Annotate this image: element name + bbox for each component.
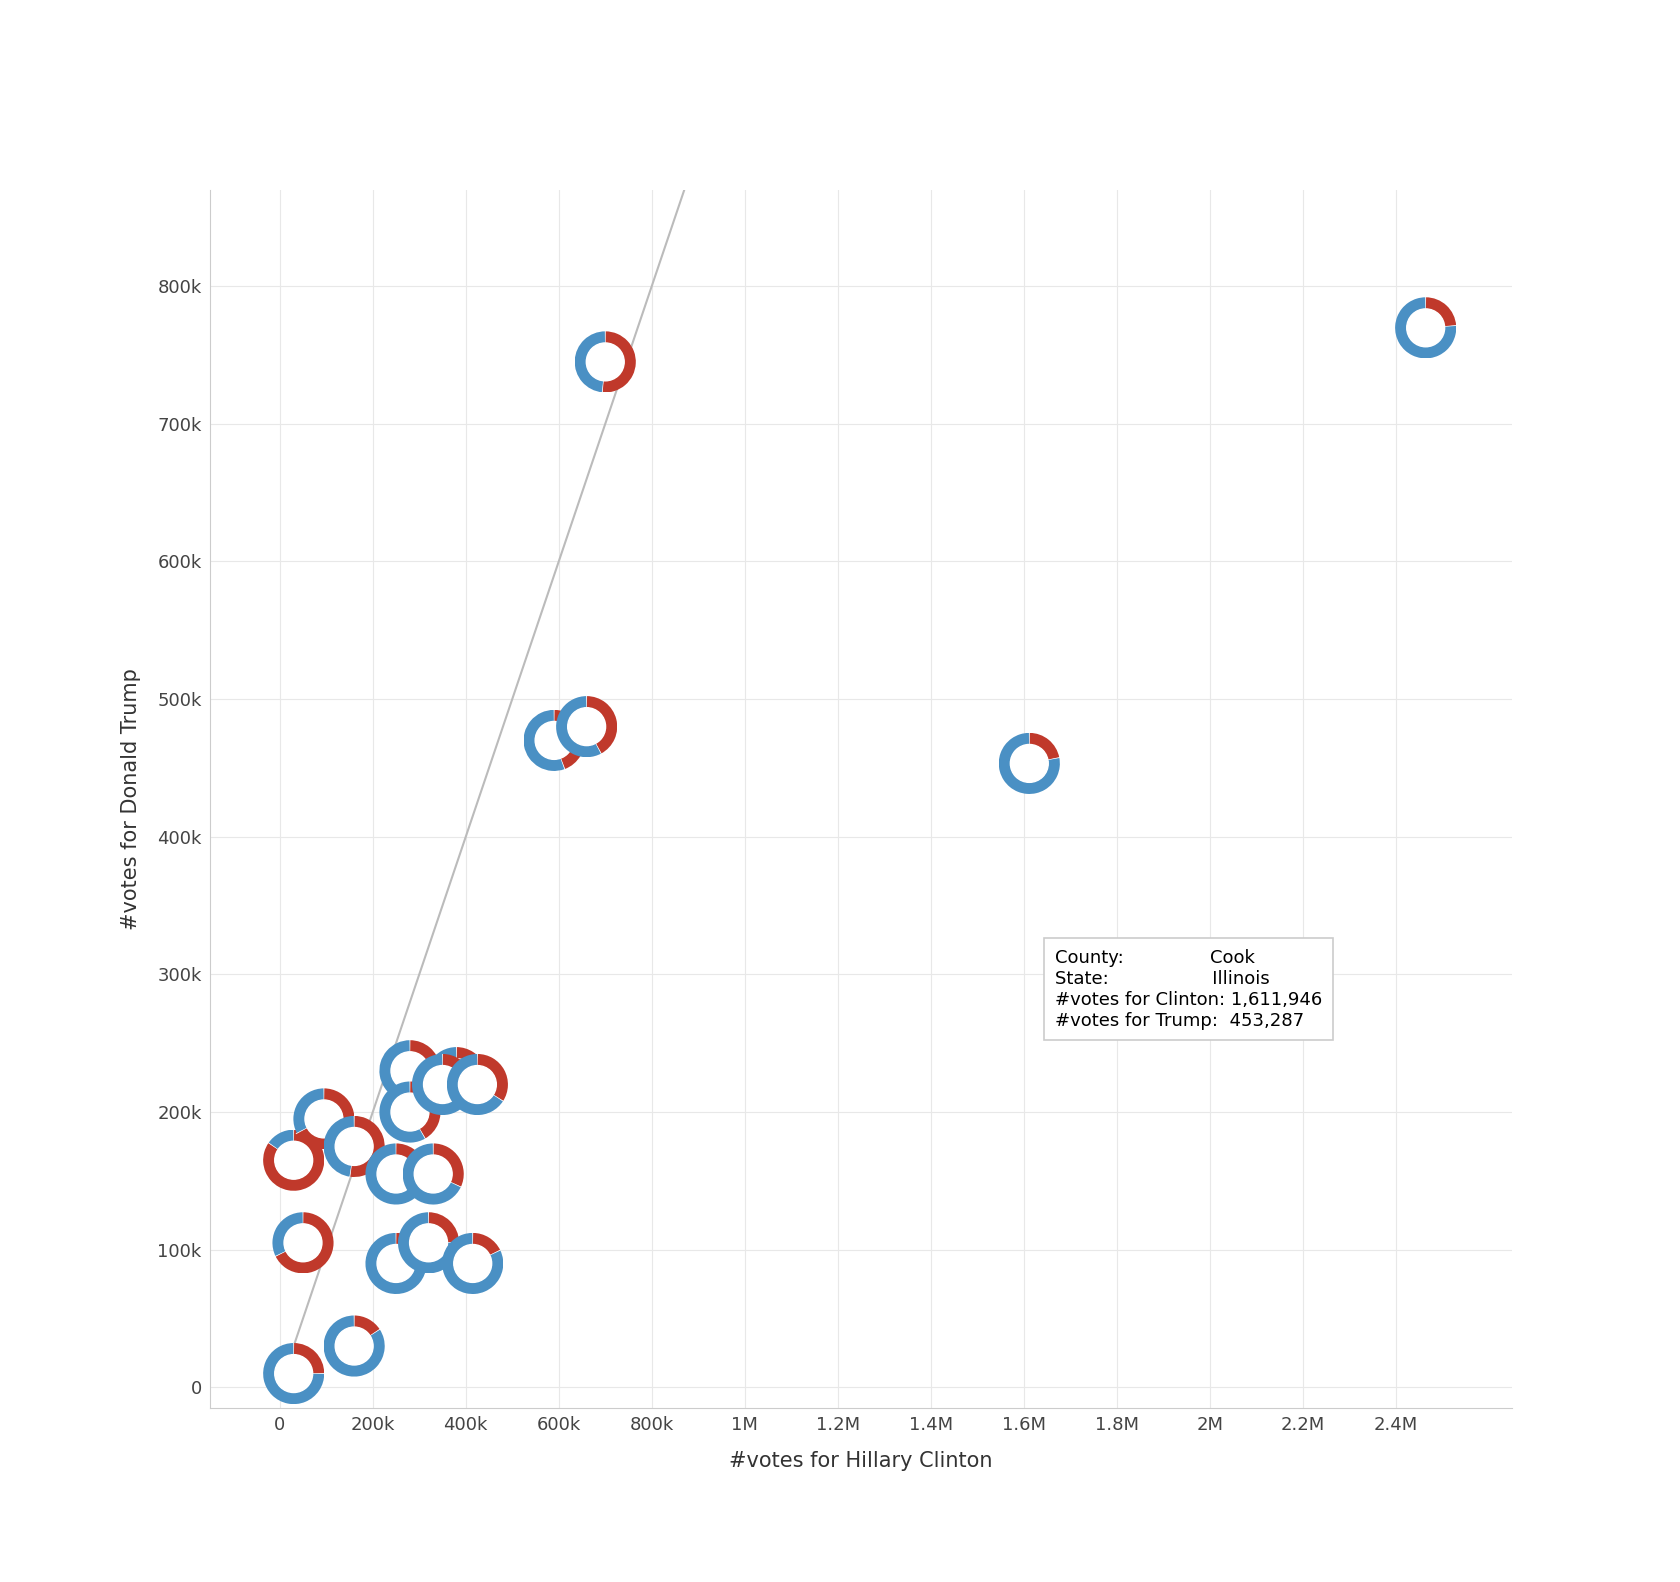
Wedge shape xyxy=(457,1047,487,1099)
Wedge shape xyxy=(396,1232,427,1266)
Wedge shape xyxy=(1030,732,1060,759)
Wedge shape xyxy=(272,1212,302,1256)
Wedge shape xyxy=(324,1316,385,1376)
Wedge shape xyxy=(415,1266,428,1267)
Wedge shape xyxy=(415,1088,420,1101)
Wedge shape xyxy=(601,331,635,392)
Wedge shape xyxy=(380,1082,425,1142)
Circle shape xyxy=(568,707,605,745)
Wedge shape xyxy=(410,1041,440,1099)
Wedge shape xyxy=(269,1130,294,1150)
Wedge shape xyxy=(294,1343,324,1373)
Wedge shape xyxy=(349,1166,351,1179)
Wedge shape xyxy=(595,744,601,755)
Y-axis label: #votes for Donald Trump: #votes for Donald Trump xyxy=(121,668,141,930)
Circle shape xyxy=(306,1099,343,1137)
X-axis label: #votes for Hillary Clinton: #votes for Hillary Clinton xyxy=(729,1451,993,1471)
Wedge shape xyxy=(586,696,617,753)
Wedge shape xyxy=(370,1329,381,1335)
Wedge shape xyxy=(264,1343,324,1405)
Circle shape xyxy=(336,1327,373,1365)
Circle shape xyxy=(391,1093,428,1131)
Wedge shape xyxy=(366,1144,417,1204)
Wedge shape xyxy=(442,1054,474,1107)
Wedge shape xyxy=(267,1142,279,1150)
Wedge shape xyxy=(494,1095,504,1103)
Circle shape xyxy=(410,1224,447,1262)
Wedge shape xyxy=(554,710,585,769)
Circle shape xyxy=(586,343,625,381)
Wedge shape xyxy=(1426,297,1457,326)
Wedge shape xyxy=(264,1130,324,1191)
Wedge shape xyxy=(398,1212,459,1274)
Circle shape xyxy=(423,1066,462,1104)
Circle shape xyxy=(276,1354,312,1392)
Wedge shape xyxy=(470,1090,479,1099)
Wedge shape xyxy=(403,1144,460,1204)
Wedge shape xyxy=(274,1251,286,1258)
Wedge shape xyxy=(433,1144,464,1186)
Wedge shape xyxy=(450,1182,462,1188)
Wedge shape xyxy=(428,1212,459,1242)
Wedge shape xyxy=(408,1188,418,1198)
Wedge shape xyxy=(442,1232,504,1294)
Wedge shape xyxy=(324,1115,354,1177)
Wedge shape xyxy=(1394,297,1457,359)
Wedge shape xyxy=(1445,324,1457,326)
Circle shape xyxy=(376,1245,415,1283)
Wedge shape xyxy=(380,1041,420,1101)
Wedge shape xyxy=(477,1054,507,1101)
Circle shape xyxy=(454,1245,492,1283)
Circle shape xyxy=(459,1066,496,1104)
Circle shape xyxy=(1406,308,1445,346)
Wedge shape xyxy=(472,1232,501,1255)
Wedge shape xyxy=(276,1212,334,1274)
Wedge shape xyxy=(601,381,603,394)
Wedge shape xyxy=(427,1047,479,1109)
Wedge shape xyxy=(410,1082,440,1139)
Circle shape xyxy=(391,1052,428,1090)
Wedge shape xyxy=(349,1115,385,1177)
Text: County:               Cook
State:                  Illinois
#votes for Clinton: : County: Cook State: Illinois #votes for … xyxy=(1055,949,1322,1030)
Wedge shape xyxy=(354,1316,380,1335)
Wedge shape xyxy=(296,1128,307,1134)
Wedge shape xyxy=(556,696,601,758)
Circle shape xyxy=(536,721,573,759)
Circle shape xyxy=(1010,745,1048,783)
Wedge shape xyxy=(455,1098,464,1109)
Circle shape xyxy=(376,1155,415,1193)
Circle shape xyxy=(336,1128,373,1166)
Wedge shape xyxy=(366,1232,427,1294)
Wedge shape xyxy=(297,1088,354,1150)
Circle shape xyxy=(284,1224,323,1262)
Wedge shape xyxy=(998,732,1060,794)
Wedge shape xyxy=(561,758,566,770)
Wedge shape xyxy=(294,1088,324,1133)
Circle shape xyxy=(415,1155,452,1193)
Circle shape xyxy=(276,1141,312,1179)
Wedge shape xyxy=(396,1144,427,1196)
Wedge shape xyxy=(447,1054,502,1115)
Circle shape xyxy=(437,1058,475,1096)
Wedge shape xyxy=(575,331,605,392)
Wedge shape xyxy=(420,1128,427,1139)
Wedge shape xyxy=(489,1250,502,1256)
Wedge shape xyxy=(1048,756,1060,759)
Wedge shape xyxy=(524,710,564,770)
Wedge shape xyxy=(412,1054,462,1115)
